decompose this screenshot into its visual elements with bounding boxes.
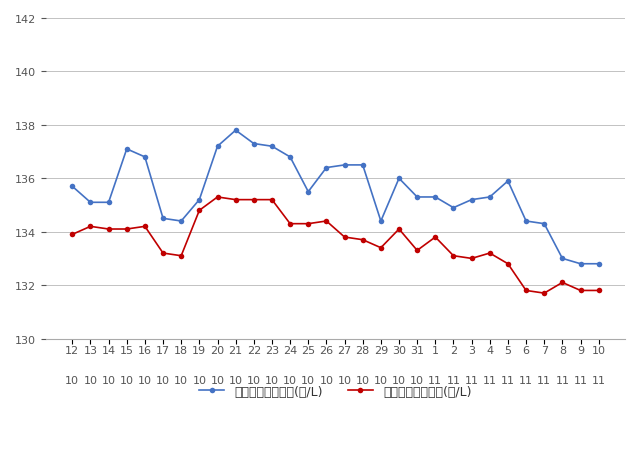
ハイオク看板価格(円/L) (359, 163, 367, 169)
ハイオク実売価格(円/L) (123, 227, 131, 232)
ハイオク看板価格(円/L) (595, 262, 602, 267)
ハイオク実売価格(円/L) (177, 253, 185, 259)
ハイオク看板価格(円/L) (431, 195, 439, 200)
ハイオク看板価格(円/L) (159, 216, 167, 222)
ハイオク看板価格(円/L) (250, 142, 258, 147)
ハイオク実売価格(円/L) (359, 238, 367, 243)
ハイオク実売価格(円/L) (286, 221, 294, 227)
ハイオク実売価格(円/L) (377, 245, 385, 251)
Line: ハイオク実売価格(円/L): ハイオク実売価格(円/L) (70, 195, 602, 296)
ハイオク実売価格(円/L) (68, 232, 76, 238)
ハイオク実売価格(円/L) (395, 227, 403, 232)
ハイオク看板価格(円/L) (232, 128, 239, 134)
Legend: ハイオク看板価格(円/L), ハイオク実売価格(円/L): ハイオク看板価格(円/L), ハイオク実売価格(円/L) (195, 380, 477, 403)
ハイオク実売価格(円/L) (105, 227, 113, 232)
ハイオク看板価格(円/L) (340, 163, 348, 169)
ハイオク看板価格(円/L) (195, 197, 203, 203)
ハイオク看板価格(円/L) (577, 262, 584, 267)
ハイオク実売価格(円/L) (522, 288, 530, 294)
ハイオク実売価格(円/L) (486, 251, 493, 257)
ハイオク実売価格(円/L) (340, 235, 348, 240)
ハイオク看板価格(円/L) (105, 200, 113, 206)
ハイオク看板価格(円/L) (450, 206, 458, 211)
ハイオク実売価格(円/L) (577, 288, 584, 294)
ハイオク実売価格(円/L) (86, 224, 94, 230)
ハイオク実売価格(円/L) (468, 256, 476, 262)
ハイオク看板価格(円/L) (305, 189, 312, 195)
ハイオク看板価格(円/L) (68, 184, 76, 190)
ハイオク看板価格(円/L) (504, 179, 512, 184)
ハイオク看板価格(円/L) (268, 144, 276, 150)
ハイオク看板価格(円/L) (486, 195, 493, 200)
ハイオク看板価格(円/L) (468, 197, 476, 203)
ハイオク実売価格(円/L) (540, 291, 548, 296)
ハイオク看板価格(円/L) (522, 219, 530, 224)
Line: ハイオク看板価格(円/L): ハイオク看板価格(円/L) (70, 128, 602, 267)
ハイオク実売価格(円/L) (195, 208, 203, 213)
ハイオク看板価格(円/L) (286, 155, 294, 160)
ハイオク実売価格(円/L) (431, 235, 439, 240)
ハイオク看板価格(円/L) (395, 176, 403, 181)
ハイオク実売価格(円/L) (268, 197, 276, 203)
ハイオク実売価格(円/L) (595, 288, 602, 294)
ハイオク実売価格(円/L) (413, 248, 421, 254)
ハイオク実売価格(円/L) (305, 221, 312, 227)
ハイオク実売価格(円/L) (214, 195, 221, 200)
ハイオク看板価格(円/L) (86, 200, 94, 206)
ハイオク実売価格(円/L) (232, 197, 239, 203)
ハイオク実売価格(円/L) (141, 224, 148, 230)
ハイオク実売価格(円/L) (559, 280, 566, 286)
ハイオク看板価格(円/L) (559, 256, 566, 262)
ハイオク実売価格(円/L) (450, 253, 458, 259)
ハイオク看板価格(円/L) (214, 144, 221, 150)
ハイオク看板価格(円/L) (413, 195, 421, 200)
ハイオク実売価格(円/L) (159, 251, 167, 257)
ハイオク実売価格(円/L) (323, 219, 330, 224)
ハイオク看板価格(円/L) (540, 221, 548, 227)
ハイオク実売価格(円/L) (250, 197, 258, 203)
ハイオク看板価格(円/L) (123, 147, 131, 152)
ハイオク看板価格(円/L) (323, 165, 330, 171)
ハイオク看板価格(円/L) (141, 155, 148, 160)
ハイオク実売価格(円/L) (504, 262, 512, 267)
ハイオク看板価格(円/L) (177, 219, 185, 224)
ハイオク看板価格(円/L) (377, 219, 385, 224)
